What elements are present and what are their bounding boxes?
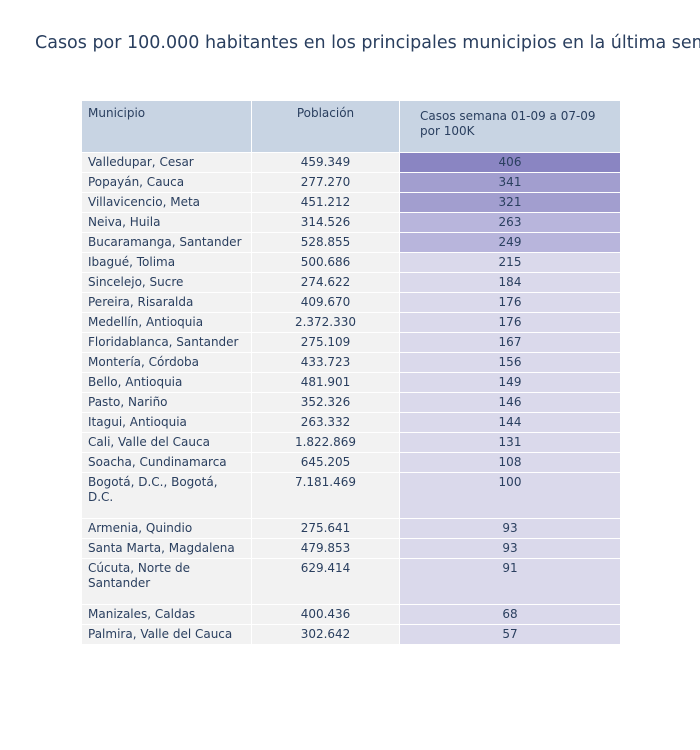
table-row: Cali, Valle del Cauca 1.822.869 131 <box>81 432 621 453</box>
table-cell: Medellín, Antioquia <box>81 312 252 333</box>
header-row: Municipio Población Casos semana 01-09 a 0… <box>81 100 621 153</box>
table-row: Palmira, Valle del Cauca 302.642 57 <box>81 624 621 645</box>
table-cell: Bucaramanga, Santander <box>81 232 252 253</box>
table-cell: 176 <box>399 312 621 333</box>
table-cell: 314.526 <box>251 212 400 233</box>
table-cell: 167 <box>399 332 621 353</box>
table-cell: Floridablanca, Santander <box>81 332 252 353</box>
table-cell: 144 <box>399 412 621 433</box>
table-cell: 57 <box>399 624 621 645</box>
table-cell: 400.436 <box>251 604 400 625</box>
table-cell: 645.205 <box>251 452 400 473</box>
table-body: Valledupar, Cesar 459.349 406 Popayán, Cauc… <box>81 152 621 645</box>
table-cell: 321 <box>399 192 621 213</box>
table-cell: Bogotá, D.C., Bogotá, D.C. <box>81 472 252 519</box>
table-cell: 275.641 <box>251 518 400 539</box>
table-cell: Villavicencio, Meta <box>81 192 252 213</box>
table-row: Manizales, Caldas 400.436 68 <box>81 604 621 625</box>
table-cell: 2.372.330 <box>251 312 400 333</box>
table-row: Armenia, Quindio 275.641 93 <box>81 518 621 539</box>
table-cell: 156 <box>399 352 621 373</box>
header-cell: Municipio <box>81 100 252 153</box>
table-cell: 131 <box>399 432 621 453</box>
table-cell: 93 <box>399 538 621 559</box>
table-row: Floridablanca, Santander 275.109 167 <box>81 332 621 353</box>
table-cell: 302.642 <box>251 624 400 645</box>
table-cell: Santa Marta, Magdalena <box>81 538 252 559</box>
table-cell: Soacha, Cundinamarca <box>81 452 252 473</box>
table-cell: Manizales, Caldas <box>81 604 252 625</box>
table-cell: 274.622 <box>251 272 400 293</box>
table-cell: 146 <box>399 392 621 413</box>
table-cell: 500.686 <box>251 252 400 273</box>
table-cell: 451.212 <box>251 192 400 213</box>
table-row: Ibagué, Tolima 500.686 215 <box>81 252 621 273</box>
table-row: Popayán, Cauca 277.270 341 <box>81 172 621 193</box>
table-cell: Cali, Valle del Cauca <box>81 432 252 453</box>
table-cell: Sincelejo, Sucre <box>81 272 252 293</box>
data-table: Municipio Población Casos semana 01-09 a 0… <box>81 100 621 645</box>
table-cell: Neiva, Huila <box>81 212 252 233</box>
table-row: Neiva, Huila 314.526 263 <box>81 212 621 233</box>
table-cell: Montería, Córdoba <box>81 352 252 373</box>
table-row: Itagui, Antioquia 263.332 144 <box>81 412 621 433</box>
table-cell: 1.822.869 <box>251 432 400 453</box>
table-cell: 341 <box>399 172 621 193</box>
table-cell: Bello, Antioquia <box>81 372 252 393</box>
table-row: Cúcuta, Norte de Santander 629.414 91 <box>81 558 621 605</box>
table-cell: 481.901 <box>251 372 400 393</box>
table-cell: Cúcuta, Norte de Santander <box>81 558 252 605</box>
table-cell: 528.855 <box>251 232 400 253</box>
table-cell: 68 <box>399 604 621 625</box>
table-cell: 409.670 <box>251 292 400 313</box>
table-cell: Popayán, Cauca <box>81 172 252 193</box>
table-row: Villavicencio, Meta 451.212 321 <box>81 192 621 213</box>
table-cell: 100 <box>399 472 621 519</box>
table-cell: 108 <box>399 452 621 473</box>
header-cell: Población <box>251 100 400 153</box>
table-cell: Ibagué, Tolima <box>81 252 252 273</box>
table-cell: 184 <box>399 272 621 293</box>
table-cell: 629.414 <box>251 558 400 605</box>
table-cell: 93 <box>399 518 621 539</box>
table-cell: 459.349 <box>251 152 400 173</box>
table-row: Soacha, Cundinamarca 645.205 108 <box>81 452 621 473</box>
header-cell: Casos semana 01-09 a 07-09 por 100K <box>399 100 621 153</box>
table-row: Montería, Córdoba 433.723 156 <box>81 352 621 373</box>
table-cell: Armenia, Quindio <box>81 518 252 539</box>
table-cell: 263.332 <box>251 412 400 433</box>
table-cell: 275.109 <box>251 332 400 353</box>
table-cell: 479.853 <box>251 538 400 559</box>
table-row: Bello, Antioquia 481.901 149 <box>81 372 621 393</box>
table-row: Santa Marta, Magdalena 479.853 93 <box>81 538 621 559</box>
table-row: Sincelejo, Sucre 274.622 184 <box>81 272 621 293</box>
table-cell: 176 <box>399 292 621 313</box>
table-row: Valledupar, Cesar 459.349 406 <box>81 152 621 173</box>
table-row: Pereira, Risaralda 409.670 176 <box>81 292 621 313</box>
table-row: Pasto, Nariño 352.326 146 <box>81 392 621 413</box>
table-row: Bogotá, D.C., Bogotá, D.C. 7.181.469 100 <box>81 472 621 519</box>
table-cell: 215 <box>399 252 621 273</box>
table-cell: Pereira, Risaralda <box>81 292 252 313</box>
table-cell: 149 <box>399 372 621 393</box>
table-cell: 277.270 <box>251 172 400 193</box>
table-cell: Pasto, Nariño <box>81 392 252 413</box>
table-cell: Palmira, Valle del Cauca <box>81 624 252 645</box>
table-cell: 406 <box>399 152 621 173</box>
table-cell: 352.326 <box>251 392 400 413</box>
table-cell: 433.723 <box>251 352 400 373</box>
table-cell: Itagui, Antioquia <box>81 412 252 433</box>
table-cell: 263 <box>399 212 621 233</box>
table-row: Medellín, Antioquia 2.372.330 176 <box>81 312 621 333</box>
table-cell: Valledupar, Cesar <box>81 152 252 173</box>
table-cell: 7.181.469 <box>251 472 400 519</box>
table-row: Bucaramanga, Santander 528.855 249 <box>81 232 621 253</box>
table-cell: 249 <box>399 232 621 253</box>
table-cell: 91 <box>399 558 621 605</box>
title: Casos por 100.000 habitantes en los prin… <box>35 33 700 53</box>
